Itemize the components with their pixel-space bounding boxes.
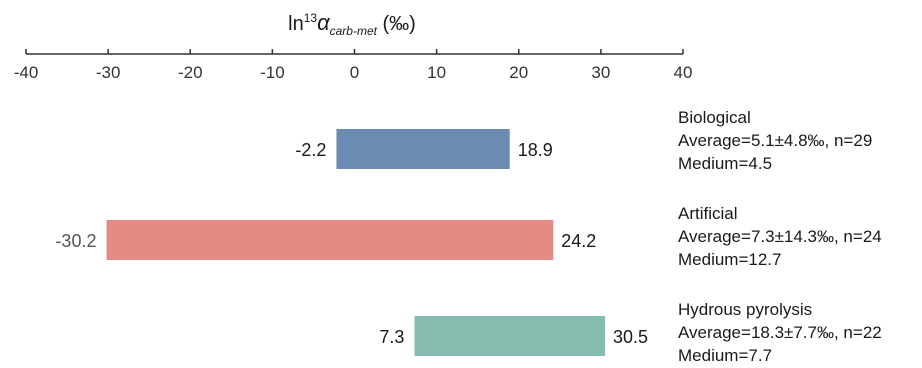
x-tick-label: 20 <box>509 63 528 82</box>
bar-min-label: 7.3 <box>379 327 404 347</box>
bar-biological <box>336 129 510 169</box>
series-name: Biological <box>678 108 751 127</box>
series-median: Medium=4.5 <box>678 154 773 173</box>
bar-max-label: 24.2 <box>561 231 596 251</box>
series-annotation: Hydrous pyrolysis Average=18.3±7.7‰, n=22… <box>678 298 882 367</box>
series-name: Artificial <box>678 204 738 223</box>
bar-min-label: -2.2 <box>295 140 326 160</box>
series-median: Medium=7.7 <box>678 346 773 365</box>
x-tick-label: 30 <box>591 63 610 82</box>
bar-hydrous-pyrolysis <box>414 316 605 356</box>
x-axis: -40 -30 -20 -10 0 10 20 30 40 <box>14 49 693 82</box>
series-annotation: Biological Average=5.1±4.8‰, n=29 Medium=4… <box>678 106 872 175</box>
series-annotation: Artificial Average=7.3±14.3‰, n=24 Medium=… <box>678 202 882 271</box>
series-median: Medium=12.7 <box>678 250 782 269</box>
axis-title-superscript: 13 <box>304 11 318 25</box>
x-tick-label: -10 <box>260 63 285 82</box>
series-name: Hydrous pyrolysis <box>678 300 813 319</box>
x-tick-label: -40 <box>14 63 39 82</box>
bar-max-label: 18.9 <box>518 140 553 160</box>
x-tick-label: 0 <box>350 63 359 82</box>
series-average: Average=5.1±4.8‰, n=29 <box>678 131 873 150</box>
series-average: Average=18.3±7.7‰, n=22 <box>678 323 882 342</box>
axis-title-subscript: carb-met <box>330 24 378 38</box>
bar-artificial <box>106 220 554 260</box>
axis-title-unit: (‰) <box>377 13 416 35</box>
axis-title-symbol: α <box>317 10 331 35</box>
bars: -2.2 18.9 -30.2 24.2 7.3 30.5 <box>55 129 648 356</box>
x-tick-label: 40 <box>674 63 693 82</box>
x-tick-label: -30 <box>96 63 121 82</box>
axis-title-prefix: ln <box>288 13 304 35</box>
bar-max-label: 30.5 <box>613 327 648 347</box>
bar-min-label: -30.2 <box>55 231 96 251</box>
axis-title: ln13αcarb-met (‰) <box>288 10 416 38</box>
series-average: Average=7.3±14.3‰, n=24 <box>678 227 882 246</box>
x-tick-label: 10 <box>427 63 446 82</box>
x-tick-label: -20 <box>178 63 203 82</box>
